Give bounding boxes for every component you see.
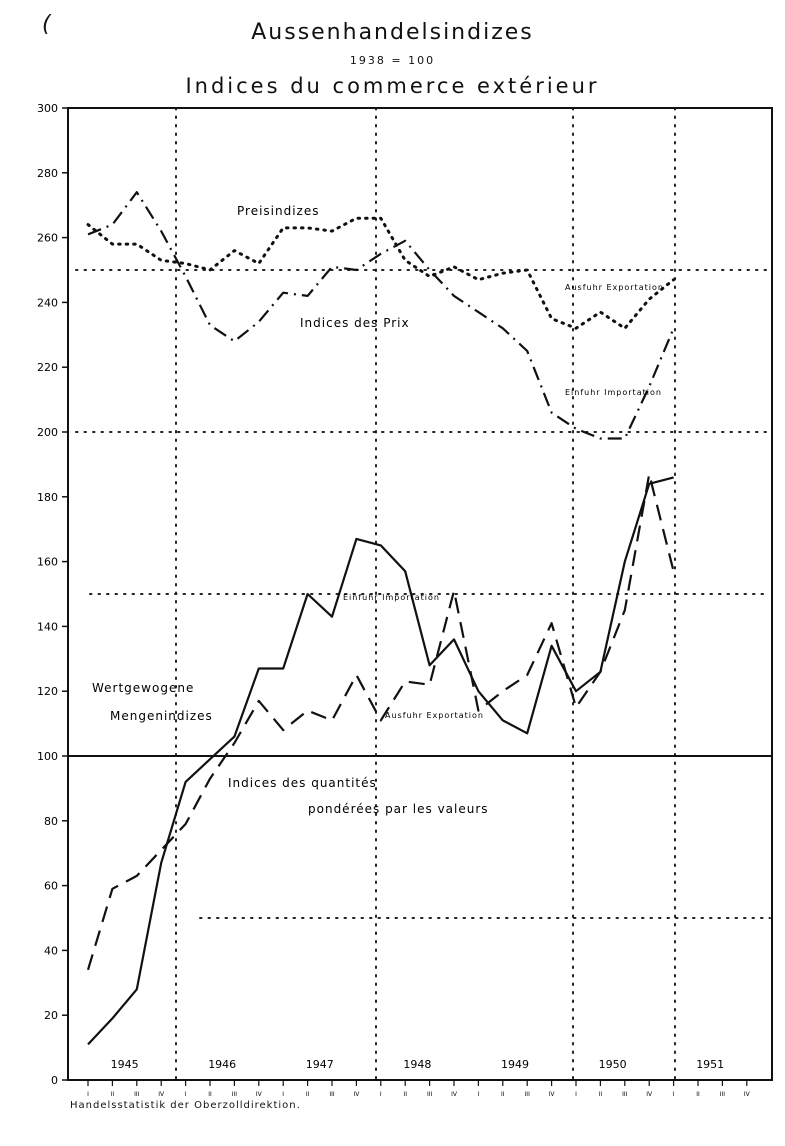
x-axis: I II III IV I II III IV I II III IV I II III IV I II III IV…	[87, 1058, 751, 1098]
y-tick-label: 140	[37, 620, 58, 633]
x-quarter-label: IV	[744, 1091, 751, 1098]
x-quarter-label: II	[306, 1091, 310, 1098]
x-quarter-label: IV	[158, 1091, 165, 1098]
series-line-quantity-dashed	[86, 473, 675, 971]
series-line-quantity-solid	[87, 476, 674, 1046]
y-tick-label: 120	[37, 685, 58, 698]
y-tick-label: 20	[44, 1009, 58, 1022]
annotation-price-fr: Indices des Prix	[300, 316, 410, 330]
x-quarter-label: IV	[256, 1091, 263, 1098]
x-quarter-label: III	[329, 1091, 335, 1098]
x-quarter-label: II	[696, 1091, 700, 1098]
x-quarter-label: III	[525, 1091, 531, 1098]
x-year-label: 1950	[599, 1058, 627, 1071]
y-tick-label: 200	[37, 426, 58, 439]
x-year-label: 1945	[111, 1058, 139, 1071]
x-quarter-label: I	[87, 1091, 89, 1098]
x-year-label: 1947	[306, 1058, 334, 1071]
annotation-export-qty: Ausfuhr Exportation	[385, 711, 484, 720]
annotations: Preisindizes Indices des Prix Ausfuhr Ex…	[92, 204, 664, 816]
x-quarter-label: III	[232, 1091, 238, 1098]
x-quarter-label: IV	[353, 1091, 360, 1098]
y-tick-label: 280	[37, 167, 58, 180]
y-tick-label: 220	[37, 361, 58, 374]
y-tick-label: 60	[44, 880, 58, 893]
source-note: Handelsstatistik der Oberzolldirektion.	[70, 1100, 301, 1111]
x-quarter-label: III	[134, 1091, 140, 1098]
x-quarter-label: I	[282, 1091, 284, 1098]
x-quarter-label: III	[427, 1091, 433, 1098]
y-tick-label: 160	[37, 556, 58, 569]
annotation-import-qty: Einfuhr Importation	[343, 593, 440, 602]
annotation-qty-fr-1: Indices des quantités	[228, 776, 377, 790]
x-quarter-label: I	[185, 1091, 187, 1098]
series-lines	[86, 191, 676, 1046]
annotation-qty-fr-2: pondérées par les valeurs	[308, 802, 489, 816]
x-quarter-label: I	[380, 1091, 382, 1098]
y-tick-label: 100	[37, 750, 58, 763]
y-tick-label: 0	[51, 1074, 58, 1087]
x-quarter-label: III	[720, 1091, 726, 1098]
annotation-import-price: Einfuhr Importation	[565, 388, 662, 397]
chart-frame	[67, 107, 773, 1081]
x-quarter-label: IV	[451, 1091, 458, 1098]
y-tick-label: 300	[37, 102, 58, 115]
y-axis: 0 20 40 60 80 100 120 140 160 180 200 220 240 260 280 3…	[37, 102, 68, 1087]
x-quarter-label: I	[673, 1091, 675, 1098]
x-quarter-label: IV	[549, 1091, 556, 1098]
y-tick-label: 80	[44, 815, 58, 828]
annotation-qty-de-1: Wertgewogene	[92, 681, 194, 695]
chart-subtitle: Indices du commerce extérieur	[185, 74, 600, 98]
y-tick-label: 180	[37, 491, 58, 504]
y-tick-label: 260	[37, 232, 58, 245]
grid-lines	[75, 107, 771, 1081]
x-quarter-label: II	[403, 1091, 407, 1098]
x-quarter-label: III	[622, 1091, 628, 1098]
x-quarter-label: II	[111, 1091, 115, 1098]
series-line-price-dotted	[86, 216, 676, 330]
annotation-export-price: Ausfuhr Exportation	[565, 283, 664, 292]
x-quarter-label: I	[478, 1091, 480, 1098]
y-tick-label: 240	[37, 296, 58, 309]
x-quarter-label: IV	[646, 1091, 653, 1098]
x-year-label: 1948	[403, 1058, 431, 1071]
plot-border	[67, 107, 773, 1081]
page-mark: (	[42, 12, 51, 37]
annotation-price-de: Preisindizes	[237, 204, 320, 218]
x-year-label: 1946	[208, 1058, 236, 1071]
y-tick-label: 40	[44, 944, 58, 957]
x-quarter-label: II	[599, 1091, 603, 1098]
chart-base: 1938 = 100	[349, 54, 436, 67]
chart-title: Aussenhandelsindizes	[251, 20, 534, 45]
series-line-price-dash-dot	[87, 191, 675, 440]
annotation-qty-de-2: Mengenindizes	[110, 709, 213, 723]
x-year-label: 1951	[696, 1058, 724, 1071]
x-year-label: 1949	[501, 1058, 529, 1071]
x-quarter-label: I	[575, 1091, 577, 1098]
x-quarter-label: II	[208, 1091, 212, 1098]
x-quarter-label: II	[501, 1091, 505, 1098]
